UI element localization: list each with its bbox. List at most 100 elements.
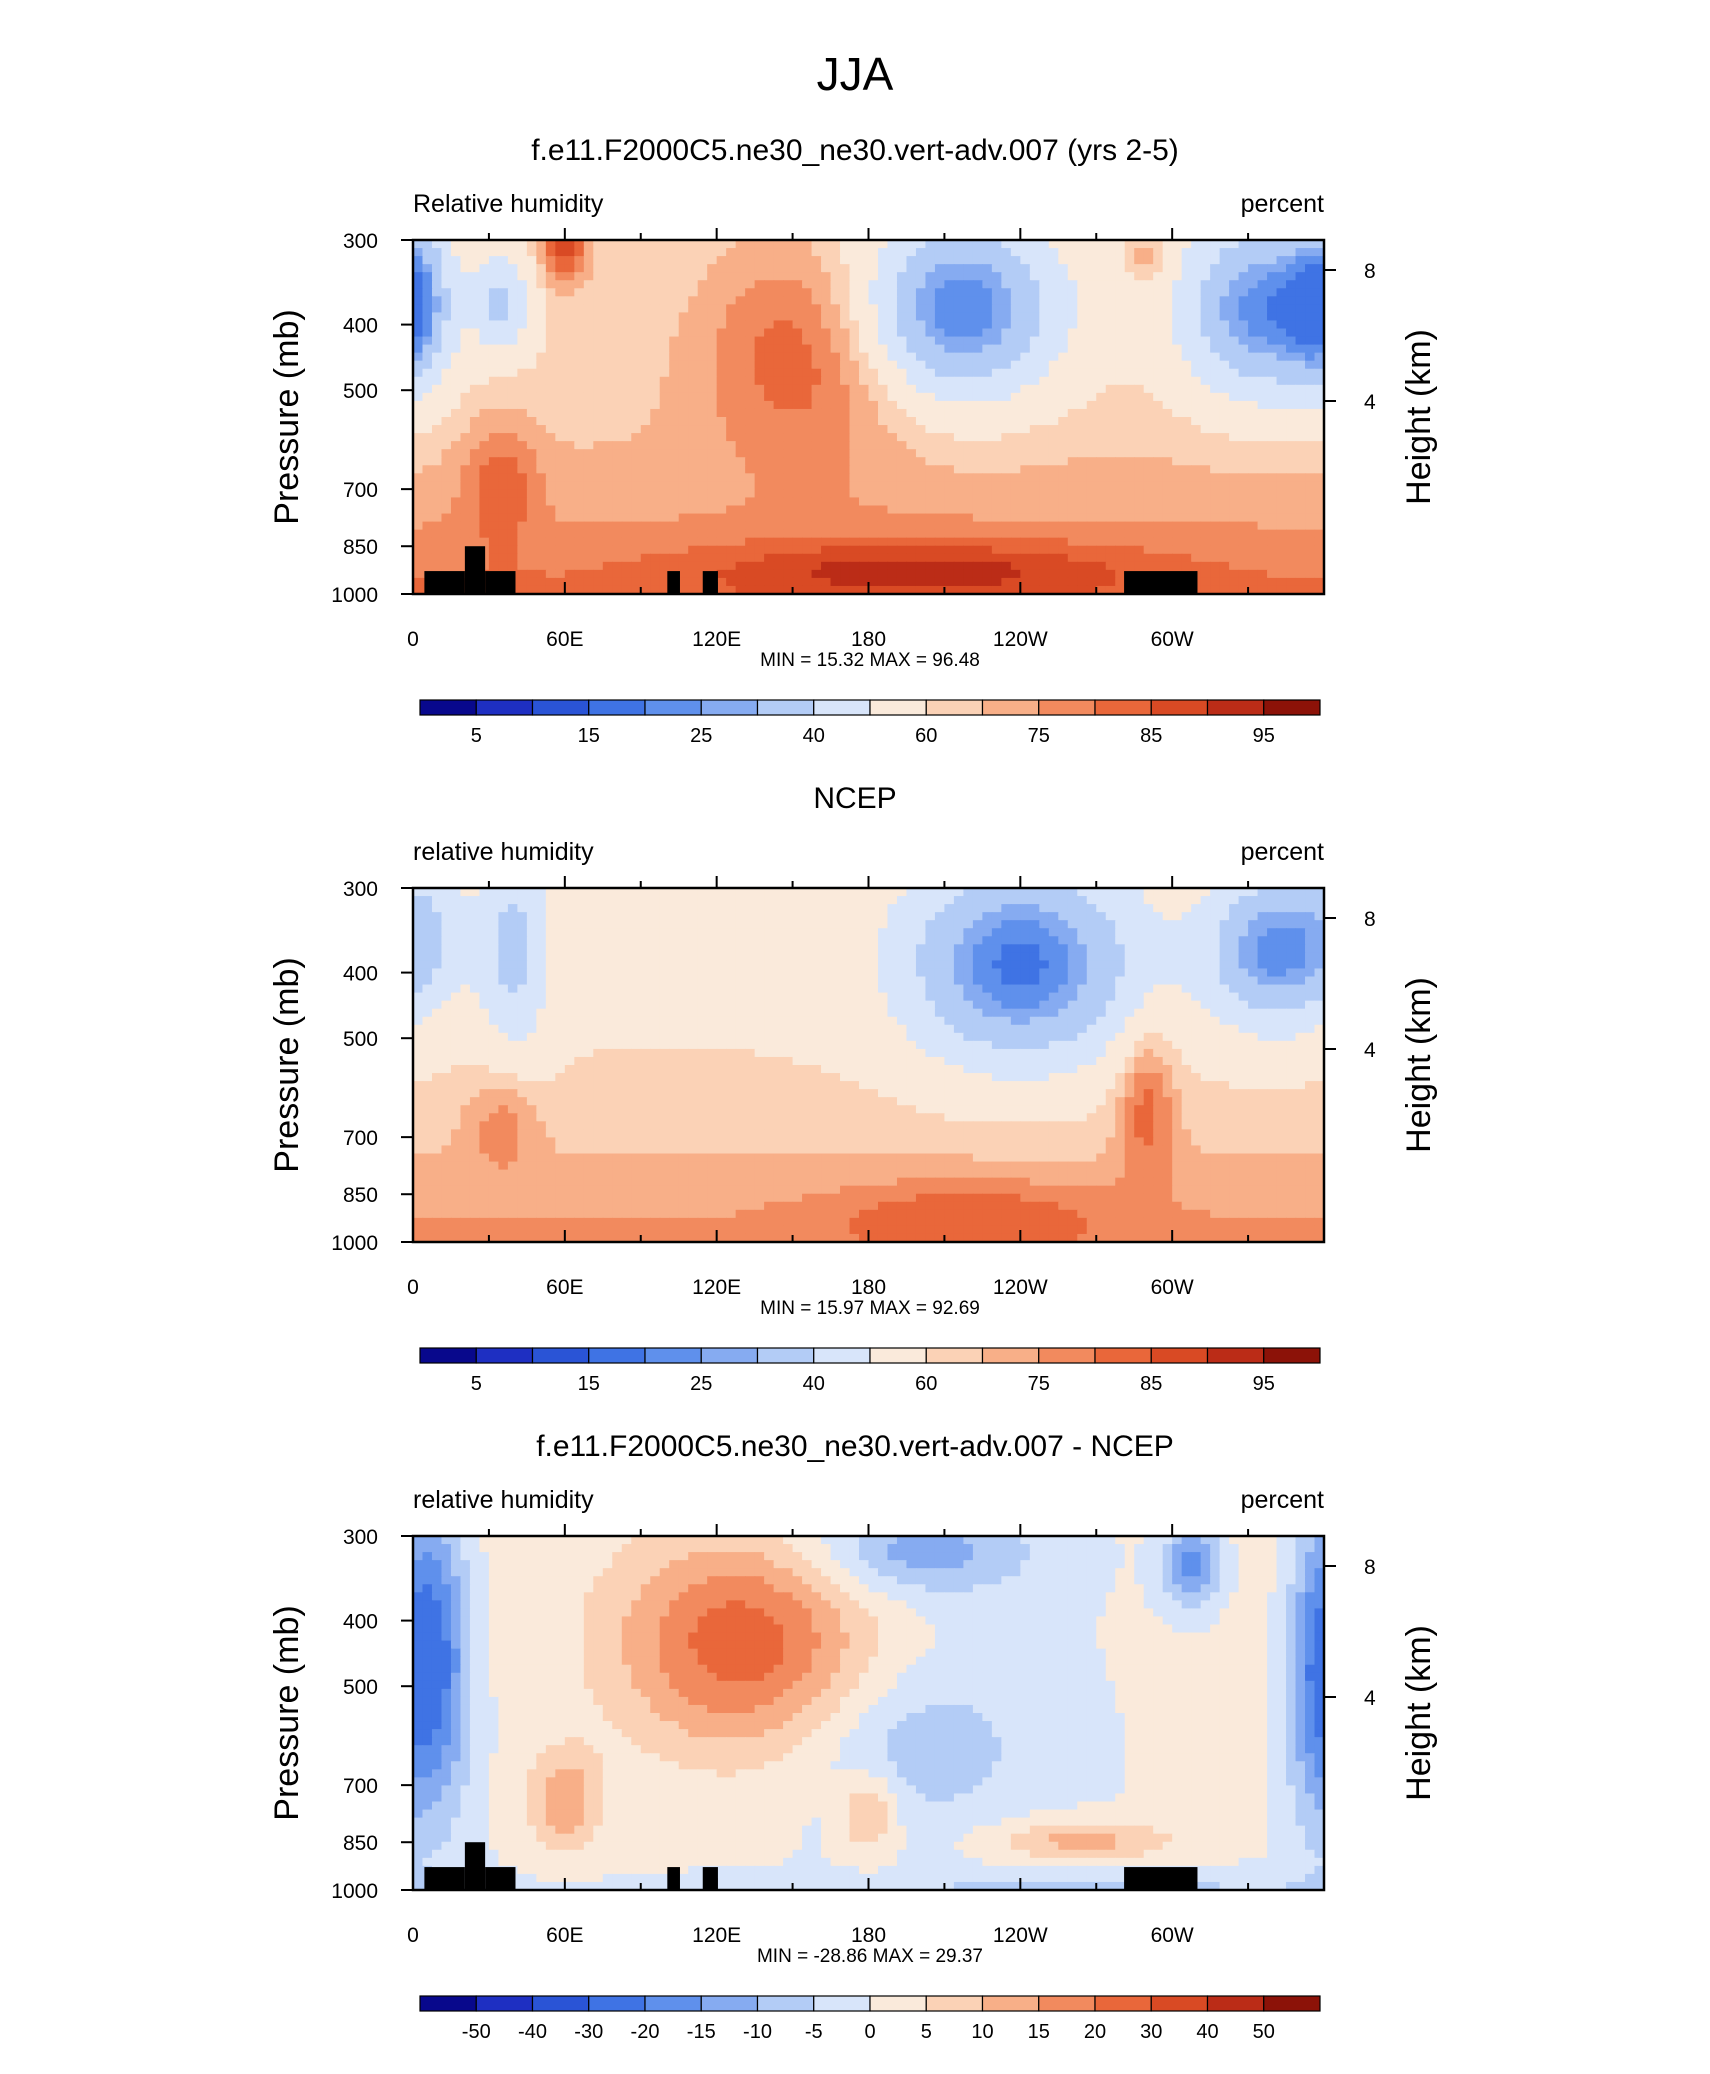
field-cell: [915, 521, 927, 531]
field-cell: [441, 888, 452, 897]
field-cell: [1305, 240, 1316, 249]
field-cell: [1086, 481, 1097, 491]
field-cell: [764, 368, 775, 378]
field-cell: [1305, 545, 1316, 555]
field-cell: [821, 896, 832, 905]
field-cell: [982, 928, 993, 937]
field-cell: [1086, 489, 1097, 499]
field-cell: [678, 400, 689, 410]
field-cell: [1248, 513, 1259, 523]
field-cell: [1020, 288, 1031, 297]
field-cell: [773, 368, 784, 378]
field-cell: [1210, 513, 1221, 523]
field-cell: [526, 288, 537, 297]
field-cell: [1267, 449, 1278, 458]
field-cell: [1096, 569, 1107, 579]
field-cell: [868, 904, 879, 913]
field-cell: [621, 352, 632, 362]
field-cell: [1153, 928, 1164, 937]
field-cell: [783, 264, 794, 273]
field-cell: [1039, 912, 1050, 921]
field-cell: [972, 577, 983, 587]
field-cell: [944, 400, 955, 410]
field-cell: [944, 248, 955, 257]
field-cell: [1115, 489, 1126, 499]
field-cell: [991, 896, 1002, 905]
field-cell: [906, 457, 917, 466]
field-cell: [1305, 465, 1316, 474]
field-cell: [1001, 513, 1012, 523]
field-cell: [498, 529, 509, 539]
field-cell: [507, 256, 518, 265]
field-cell: [1048, 569, 1059, 579]
field-cell: [1124, 513, 1135, 523]
field-cell: [773, 272, 784, 281]
field-cell: [726, 376, 737, 386]
field-cell: [792, 896, 803, 905]
field-cell: [972, 481, 983, 491]
field-cell: [697, 513, 708, 523]
field-cell: [612, 577, 623, 587]
field-cell: [783, 248, 794, 257]
field-cell: [507, 280, 518, 289]
field-cell: [1029, 368, 1040, 378]
field-cell: [593, 481, 604, 491]
field-cell: [1115, 248, 1126, 257]
field-cell: [1200, 368, 1211, 378]
field-cell: [545, 481, 556, 491]
field-cell: [498, 481, 509, 491]
field-cell: [811, 280, 822, 289]
field-cell: [431, 928, 443, 937]
field-cell: [906, 449, 917, 458]
field-cell: [536, 888, 547, 897]
field-cell: [783, 352, 794, 362]
field-cell: [1115, 545, 1126, 555]
field-cell: [887, 344, 898, 354]
field-cell: [783, 280, 794, 289]
field-cell: [821, 473, 832, 482]
field-cell: [915, 473, 927, 482]
field-cell: [707, 320, 718, 330]
field-cell: [1276, 360, 1287, 370]
field-cell: [934, 400, 946, 410]
field-cell: [1086, 240, 1097, 249]
field-cell: [764, 513, 775, 523]
field-cell: [1248, 481, 1259, 491]
field-cell: [1276, 465, 1287, 474]
field-cell: [640, 936, 651, 945]
field-cell: [754, 400, 765, 410]
field-cell: [773, 256, 784, 265]
field-cell: [1191, 425, 1202, 434]
field-cell: [944, 928, 955, 937]
field-cell: [745, 457, 756, 466]
field-cell: [1115, 328, 1126, 338]
field-cell: [887, 577, 898, 587]
field-cell: [536, 408, 547, 418]
field-cell: [650, 304, 661, 314]
field-cell: [469, 888, 481, 897]
field-cell: [1105, 896, 1116, 905]
field-cell: [735, 920, 746, 929]
field-cell: [707, 928, 718, 937]
field-cell: [460, 920, 471, 929]
field-cell: [1134, 537, 1145, 547]
field-cell: [802, 280, 813, 289]
field-cell: [707, 553, 718, 563]
field-cell: [479, 457, 490, 466]
field-cell: [1314, 320, 1325, 330]
field-cell: [488, 896, 500, 905]
field-cell: [650, 513, 661, 523]
field-cell: [1001, 392, 1012, 402]
field-cell: [944, 521, 955, 531]
field-cell: [526, 433, 537, 442]
field-cell: [659, 328, 670, 338]
field-cell: [536, 561, 547, 571]
field-cell: [1105, 441, 1116, 450]
field-cell: [1067, 312, 1078, 322]
field-cell: [1115, 577, 1126, 587]
field-cell: [631, 481, 642, 491]
field-cell: [631, 248, 642, 257]
field-cell: [773, 328, 784, 338]
field-cell: [678, 304, 689, 314]
field-cell: [906, 240, 917, 249]
